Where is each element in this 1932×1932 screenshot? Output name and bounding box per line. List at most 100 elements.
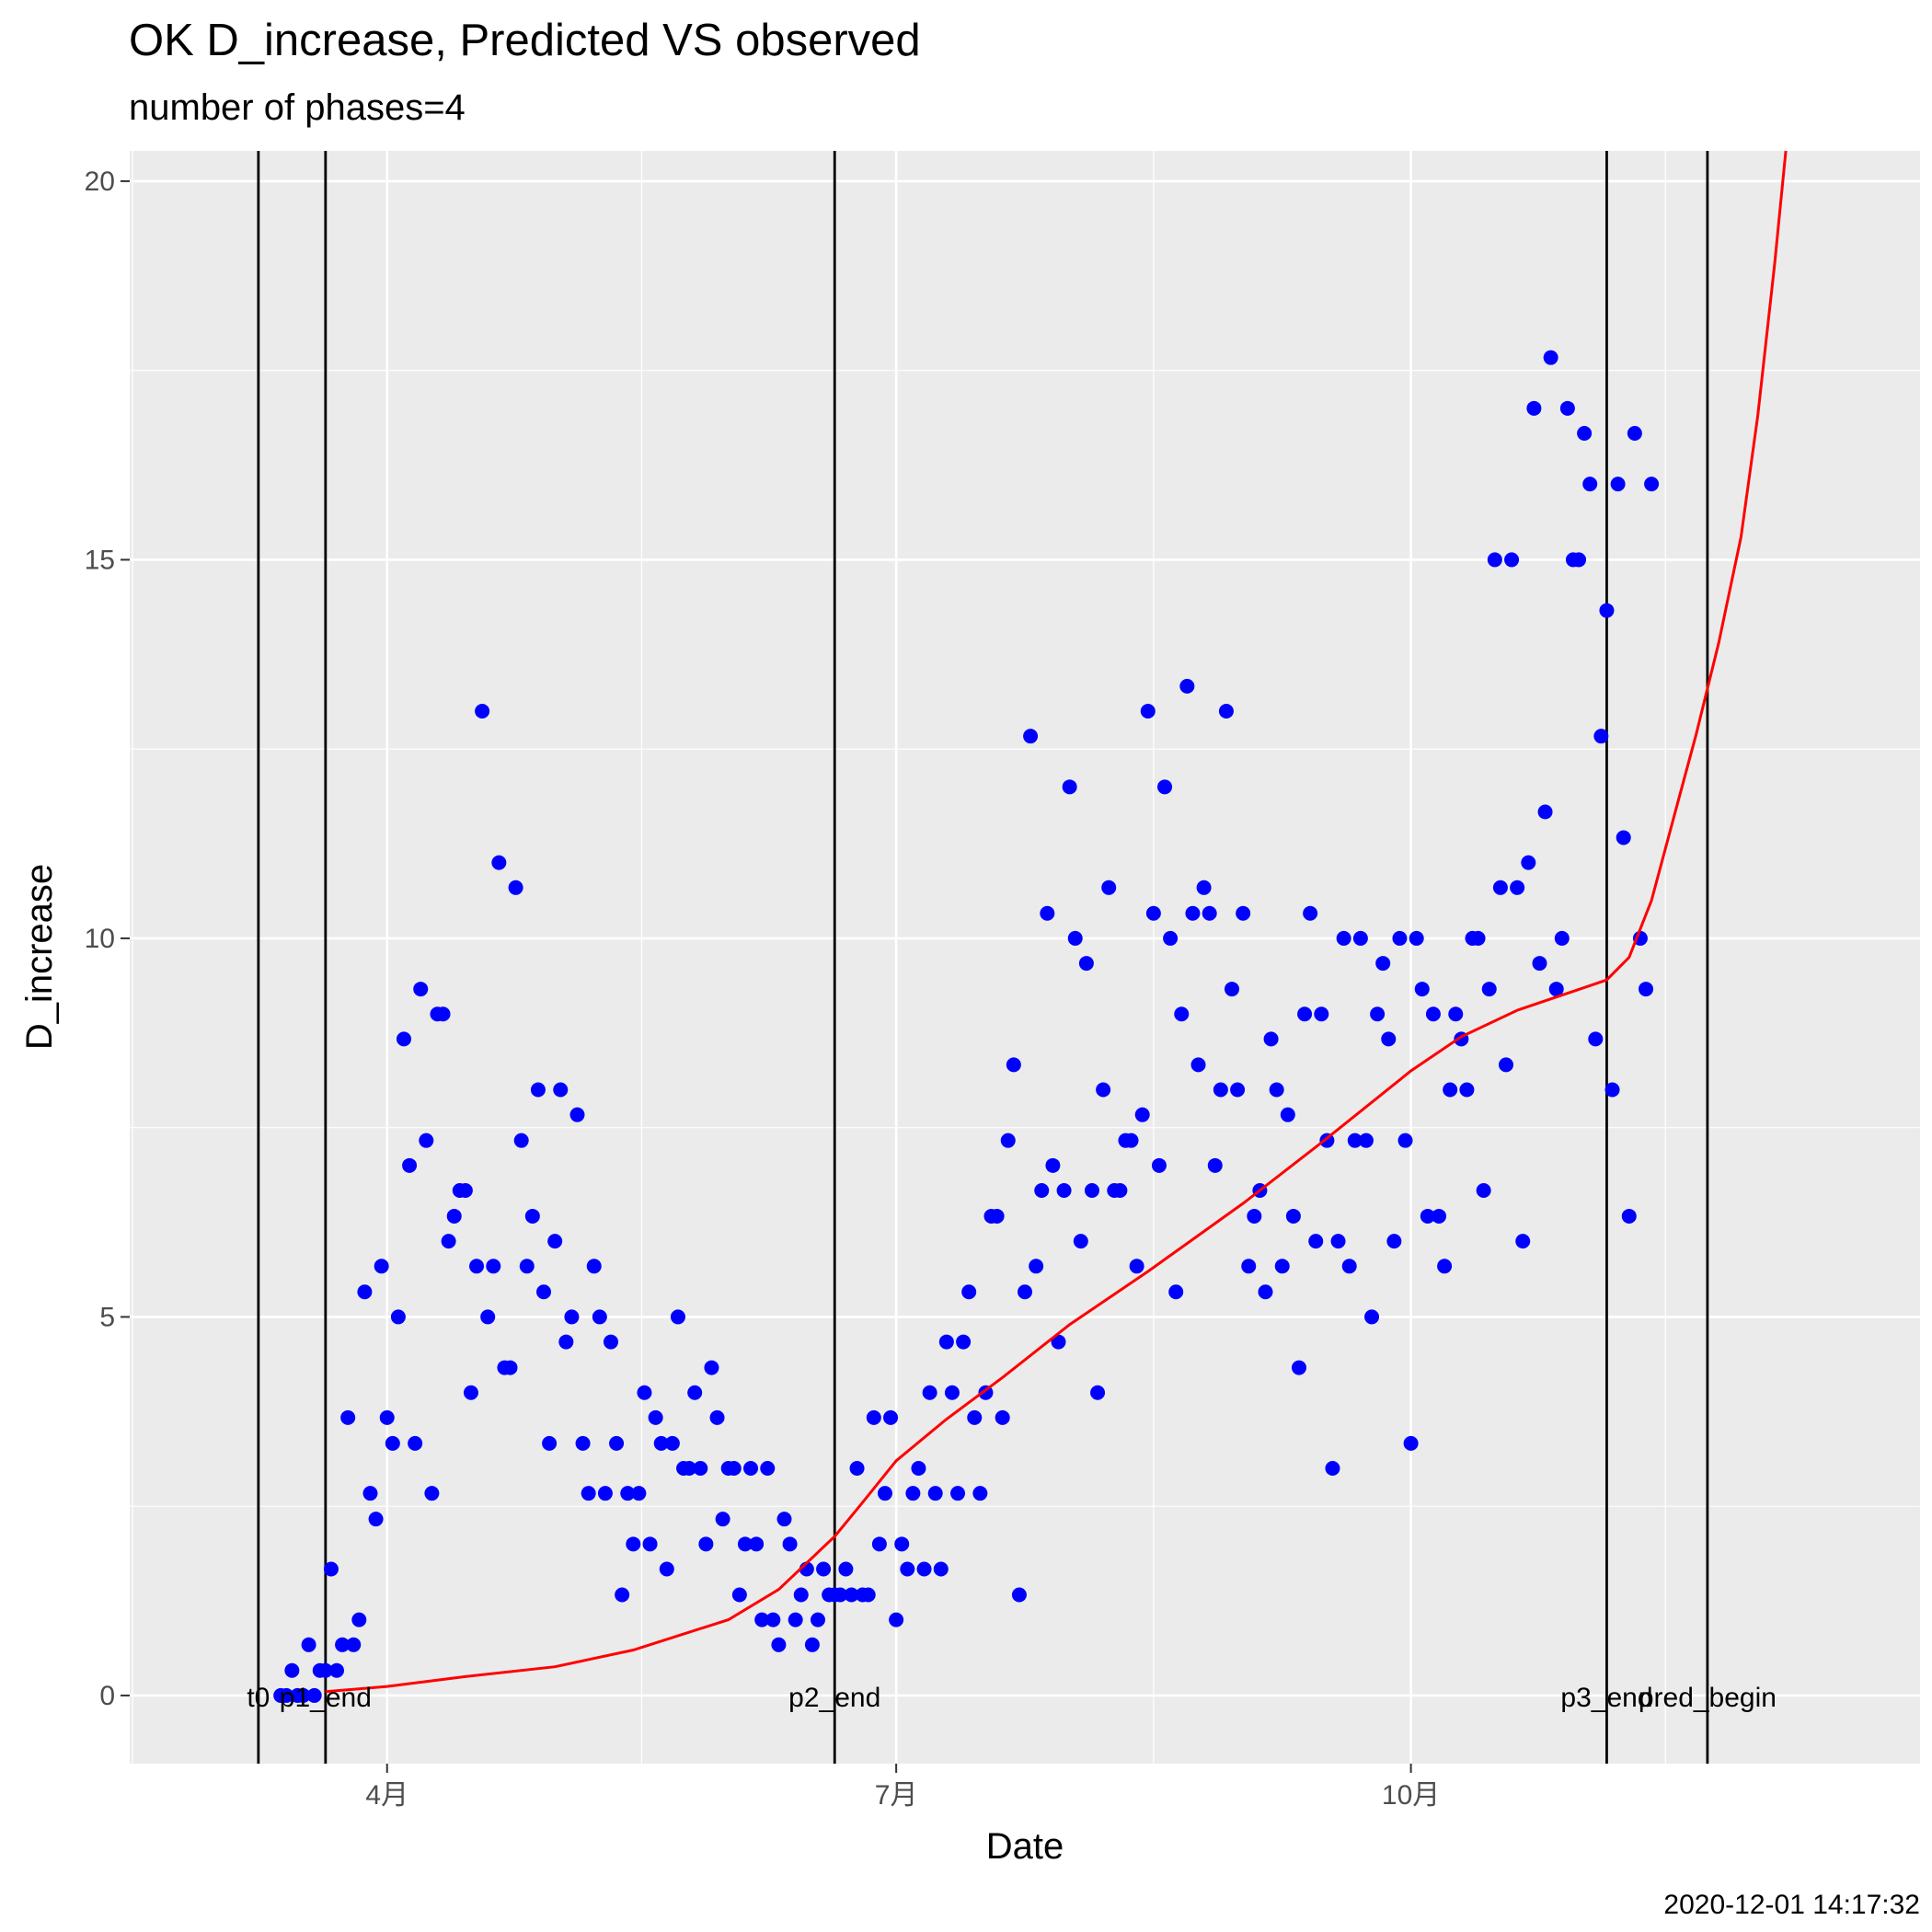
data-point [284,1662,300,1678]
data-point [1308,1234,1324,1249]
grid-major [130,151,1920,1764]
data-point [519,1259,535,1274]
data-point [1000,1133,1016,1148]
data-point [1437,1259,1453,1274]
data-point [279,1687,294,1703]
data-point [1163,930,1179,946]
data-point [581,1486,596,1501]
data-point [1492,880,1508,895]
data-point [480,1309,496,1325]
data-point [419,1133,434,1148]
data-point [664,1435,680,1451]
data-point [648,1409,663,1425]
data-point [547,1234,563,1249]
data-point [1040,905,1055,921]
data-point [1352,930,1368,946]
data-point [1370,1006,1386,1022]
data-point [1225,982,1240,997]
data-point [1397,1133,1413,1148]
data-point [1414,982,1430,997]
data-point [346,1637,362,1652]
phase-line-label: p3_end [1560,1683,1652,1713]
data-point [704,1360,719,1375]
data-point [1588,1031,1604,1047]
data-point [329,1662,345,1678]
data-point [995,1409,1010,1425]
data-point [597,1486,613,1501]
data-point [1375,956,1391,972]
data-point [1196,880,1212,895]
y-axis-title: D_increase [19,864,60,1050]
data-point [1090,1385,1106,1400]
data-point [1263,1031,1279,1047]
data-point [1532,956,1547,972]
data-point [1627,425,1642,441]
data-point [1280,1107,1295,1122]
data-point [1409,930,1424,946]
predicted-curve [325,150,1788,1694]
data-point [737,1536,753,1552]
data-point [1123,1133,1139,1148]
data-point [1644,477,1660,492]
data-point [1571,552,1587,568]
data-point [1269,1082,1284,1098]
data-point [1582,477,1598,492]
data-point [491,855,507,870]
data-point [1554,930,1570,946]
data-point [1341,1259,1357,1274]
y-tick-label: 0 [99,1681,115,1711]
data-point [1179,678,1195,694]
data-point [1096,1082,1111,1098]
data-point [1364,1309,1380,1325]
data-point [804,1637,820,1652]
data-point [603,1334,618,1350]
y-axis: 0 5 10 15 20 [85,167,130,1711]
data-point [871,1536,887,1552]
data-point [1448,1006,1464,1022]
data-point [1045,1157,1061,1173]
data-point [536,1284,552,1300]
data-point [682,1461,697,1477]
data-point [1218,704,1234,719]
data-point [362,1486,378,1501]
data-point [749,1536,765,1552]
data-point [956,1334,972,1350]
data-point [693,1461,708,1477]
data-point [402,1157,418,1173]
data-point [782,1536,798,1552]
data-point [1018,1284,1032,1300]
data-point [379,1409,395,1425]
data-point [653,1435,669,1451]
x-tick-label: 4月 [365,1780,408,1811]
phase-line-label: p1_end [280,1683,372,1713]
data-point [1202,905,1217,921]
data-point [1604,1082,1620,1098]
data-point [771,1637,787,1652]
data-point [592,1309,607,1325]
data-point [317,1662,333,1678]
data-point [760,1461,776,1477]
data-point [390,1309,406,1325]
data-point [1247,1208,1262,1224]
data-point [1559,400,1575,416]
data-point [1543,350,1558,365]
data-point [609,1435,625,1451]
data-point [1145,905,1161,921]
data-point [475,704,490,719]
data-point [1185,905,1201,921]
data-point [1140,704,1156,719]
data-point [833,1587,848,1603]
data-point [938,1334,954,1350]
data-point [916,1561,932,1577]
timestamp-caption: 2020-12-01 14:17:32 [1663,1890,1920,1920]
data-point [793,1587,809,1603]
phase-line-label: p2_end [788,1683,880,1713]
data-point [816,1561,832,1577]
data-point [513,1133,529,1148]
data-point [889,1612,904,1627]
data-point [1023,729,1039,744]
phase-lines [257,151,1709,1764]
data-point [1639,982,1654,997]
data-point [1336,930,1351,946]
data-point [396,1031,411,1047]
